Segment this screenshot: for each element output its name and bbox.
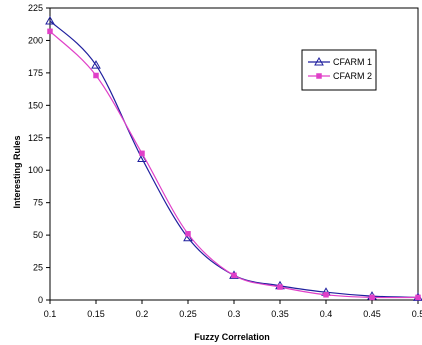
data-point bbox=[139, 150, 145, 157]
legend-label: CFARM 2 bbox=[333, 71, 372, 81]
x-tick-label: 0.3 bbox=[228, 309, 241, 319]
x-tick-label: 0.4 bbox=[320, 309, 333, 319]
series-line bbox=[49, 30, 419, 299]
y-axis-label: Interesting Rules bbox=[12, 135, 22, 208]
x-tick-label: 0.35 bbox=[271, 309, 289, 319]
y-tick-label: 225 bbox=[28, 3, 43, 13]
data-point bbox=[415, 294, 421, 301]
y-tick-label: 175 bbox=[28, 68, 43, 78]
series-line bbox=[49, 20, 419, 299]
y-axis-ticks: 0 25 50 75 100 125 150 175 200 225 bbox=[28, 3, 50, 305]
data-point bbox=[323, 292, 329, 298]
legend-items: CFARM 1 CFARM 2 bbox=[308, 56, 372, 81]
legend: CFARM 1 CFARM 2 bbox=[301, 49, 377, 91]
data-point bbox=[185, 231, 191, 237]
x-tick-label: 0.1 bbox=[44, 309, 57, 319]
legend-marker bbox=[316, 73, 322, 79]
legend-marker bbox=[314, 56, 324, 66]
data-point bbox=[231, 272, 237, 279]
data-point bbox=[93, 72, 99, 79]
x-tick-label: 0.25 bbox=[179, 309, 197, 319]
y-tick-label: 100 bbox=[28, 165, 43, 175]
x-axis-ticks: 0.1 0.15 0.2 0.25 0.3 0.35 0.4 0.45 0.5 bbox=[44, 300, 422, 319]
legend-box bbox=[301, 49, 377, 91]
series-cfarm-2 bbox=[47, 28, 421, 301]
data-point bbox=[47, 28, 53, 35]
x-tick-label: 0.45 bbox=[363, 309, 381, 319]
legend-label: CFARM 1 bbox=[333, 57, 372, 67]
y-tick-label: 200 bbox=[28, 35, 43, 45]
y-tick-label: 125 bbox=[28, 133, 43, 143]
data-point bbox=[45, 15, 55, 25]
y-tick-label: 50 bbox=[33, 230, 43, 240]
x-tick-label: 0.2 bbox=[136, 309, 149, 319]
data-point bbox=[277, 284, 283, 290]
data-point bbox=[91, 60, 101, 69]
y-tick-label: 25 bbox=[33, 263, 43, 273]
y-tick-label: 150 bbox=[28, 100, 43, 110]
y-tick-label: 75 bbox=[33, 198, 43, 208]
y-tick-label: 0 bbox=[38, 295, 43, 305]
x-tick-label: 0.15 bbox=[87, 309, 105, 319]
series-layer bbox=[45, 15, 422, 301]
data-point bbox=[369, 294, 375, 301]
x-tick-label: 0.5 bbox=[412, 309, 422, 319]
x-axis-label: Fuzzy Correlation bbox=[194, 332, 270, 342]
